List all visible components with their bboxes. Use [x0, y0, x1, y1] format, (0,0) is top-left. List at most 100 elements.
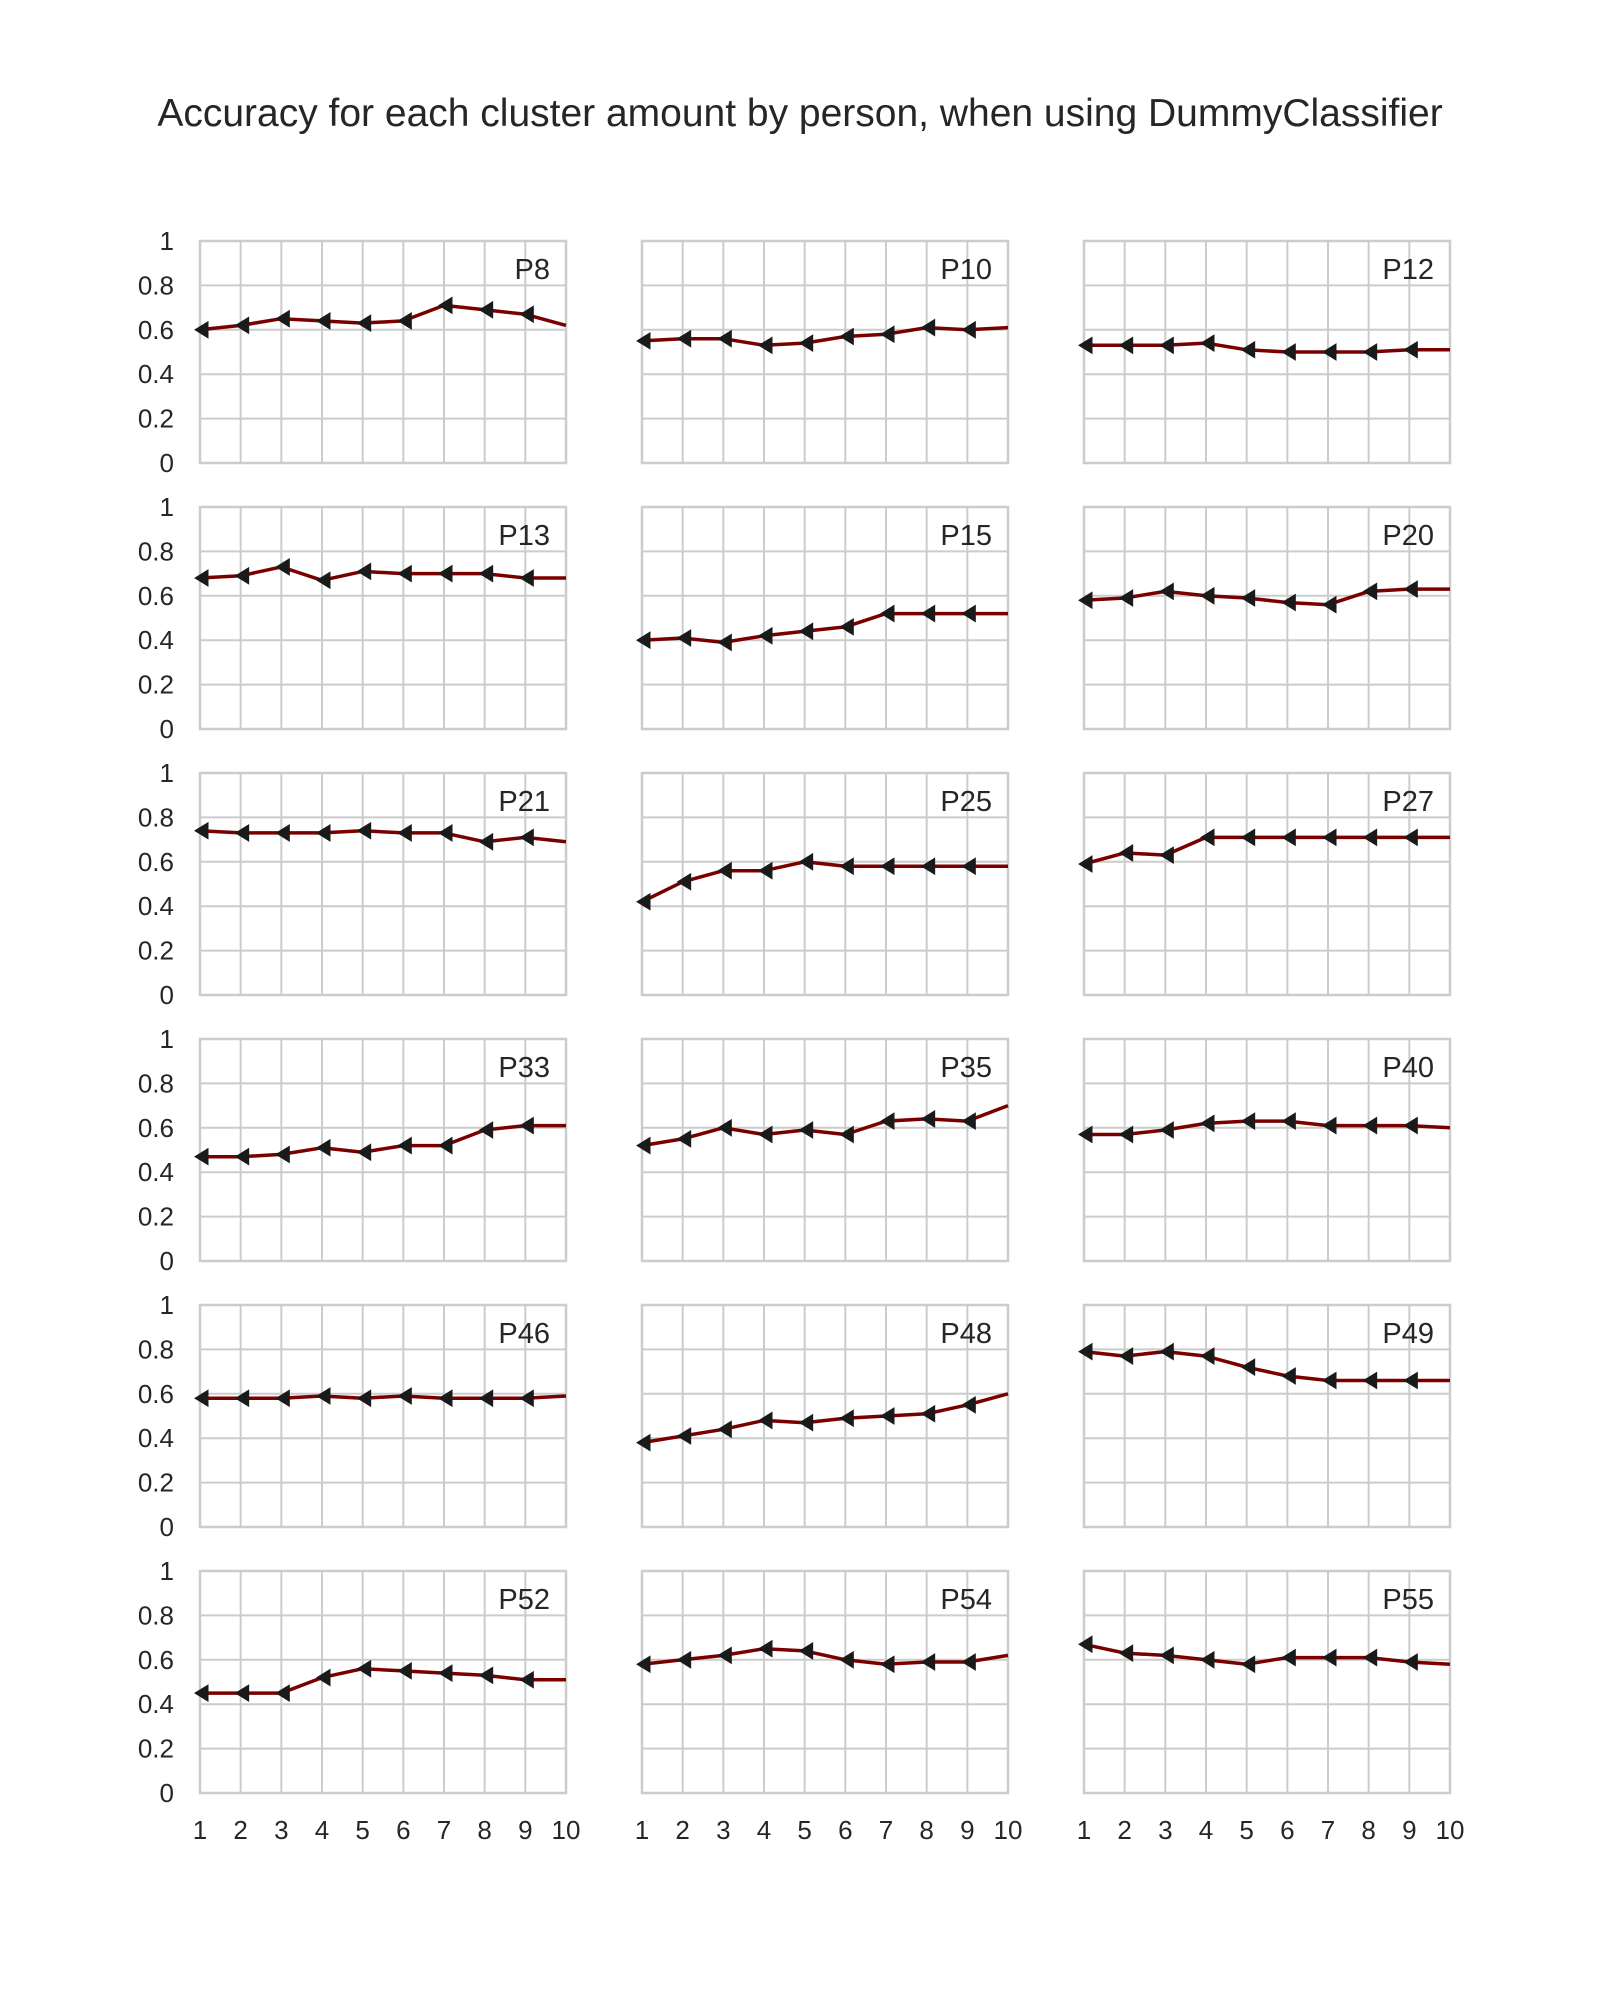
data-point-marker	[676, 329, 692, 348]
data-point-marker	[1240, 828, 1256, 847]
data-point-marker	[1240, 1655, 1256, 1674]
panel-label: P35	[940, 1052, 992, 1084]
subplot-p49: P49	[1078, 1303, 1452, 1529]
x-tick-label: 4	[1199, 1815, 1213, 1845]
data-point-marker	[397, 1136, 412, 1155]
data-point-marker	[519, 1670, 534, 1689]
y-tick-label: 0.6	[138, 581, 174, 611]
panel-label: P21	[498, 786, 550, 818]
y-tick-label: 0.4	[138, 359, 174, 389]
y-tick-label: 1	[160, 1556, 174, 1586]
plot-frame	[640, 1569, 1010, 1795]
data-point-marker	[519, 828, 534, 847]
plot-frame	[1082, 505, 1452, 731]
x-tick-label: 2	[1117, 1815, 1131, 1845]
data-point-marker	[438, 296, 453, 315]
plot-frame	[1082, 771, 1452, 997]
data-point-marker	[1078, 1635, 1093, 1654]
data-point-marker	[1403, 340, 1418, 359]
panel-label: P48	[940, 1318, 992, 1350]
y-tick-label: 0.8	[138, 1600, 174, 1630]
x-tick-label: 8	[1361, 1815, 1375, 1845]
panel-label: P12	[1382, 254, 1434, 286]
panel-label: P27	[1382, 786, 1434, 818]
data-point-marker	[961, 604, 976, 623]
data-point-marker	[519, 569, 534, 587]
x-tick-label: 9	[960, 1815, 974, 1845]
data-point-marker	[961, 1653, 976, 1671]
plot-frame	[640, 505, 1010, 731]
data-point-marker	[839, 857, 854, 876]
data-point-marker	[676, 1130, 692, 1148]
series-line	[200, 1394, 567, 1400]
data-point-marker	[1118, 1125, 1134, 1144]
data-point-marker	[758, 626, 773, 645]
y-tick-label: 1	[160, 492, 174, 522]
data-point-marker	[1281, 343, 1296, 361]
subplot-p13: 0 0.2 0.4 0.6 0.8 1 P13	[138, 492, 568, 744]
data-point-marker	[1159, 336, 1174, 355]
y-tick-label: 0.2	[138, 1734, 174, 1764]
data-point-marker	[316, 1668, 331, 1687]
x-tick-label: 3	[1158, 1815, 1172, 1845]
plot-frame	[640, 1303, 1010, 1529]
x-tick-label: 6	[1280, 1815, 1294, 1845]
data-point-marker	[717, 1646, 732, 1665]
series-line	[641, 860, 1008, 904]
series-line	[1083, 1642, 1451, 1666]
data-point-marker	[356, 1143, 372, 1162]
plot-frame	[198, 239, 568, 465]
data-point-marker	[839, 1125, 854, 1144]
data-point-marker	[1322, 1371, 1337, 1390]
data-point-marker	[636, 892, 651, 911]
data-point-marker	[839, 617, 854, 636]
series-line	[641, 611, 1008, 645]
series-line	[199, 303, 567, 332]
data-point-marker	[194, 1147, 209, 1166]
data-point-marker	[1240, 1112, 1256, 1131]
series-line	[1083, 1349, 1450, 1383]
data-point-marker	[194, 1389, 209, 1408]
data-point-marker	[880, 1655, 895, 1674]
panel-label: P49	[1382, 1318, 1434, 1350]
y-tick-label: 0.6	[138, 847, 174, 877]
data-point-marker	[1362, 343, 1378, 361]
data-point-marker	[275, 824, 290, 842]
plot-frame	[1082, 1303, 1452, 1529]
data-point-marker	[438, 1389, 453, 1408]
y-tick-label: 0	[160, 1246, 174, 1276]
y-tick-label: 1	[160, 226, 174, 256]
y-tick-label: 0.8	[138, 536, 174, 566]
data-point-marker	[798, 334, 814, 353]
series-line	[1084, 341, 1450, 354]
data-point-marker	[880, 1112, 895, 1131]
data-point-marker	[1281, 1367, 1296, 1385]
data-point-marker	[758, 861, 773, 880]
plot-frame	[640, 1037, 1010, 1263]
plot-frame	[1082, 1569, 1452, 1795]
panel-label: P54	[940, 1584, 992, 1616]
data-point-marker	[961, 857, 976, 876]
data-point-marker	[961, 1112, 976, 1131]
data-point-marker	[1159, 1342, 1174, 1361]
x-tick-label: 9	[1402, 1815, 1416, 1845]
data-point-marker	[356, 821, 372, 840]
data-point-marker	[234, 824, 250, 842]
data-point-marker	[1240, 589, 1256, 607]
data-point-marker	[397, 564, 412, 583]
data-point-marker	[1322, 1648, 1337, 1667]
y-tick-label: 0.2	[138, 936, 174, 966]
data-point-marker	[758, 336, 773, 355]
panel-label: P52	[498, 1584, 550, 1616]
data-point-marker	[1118, 1644, 1134, 1663]
data-point-marker	[1078, 591, 1093, 610]
x-tick-label: 7	[879, 1815, 893, 1845]
data-point-marker	[1240, 340, 1256, 359]
plot-frame	[198, 771, 568, 997]
data-point-marker	[798, 1642, 814, 1660]
plot-frame	[1082, 239, 1452, 465]
subplot-p27: P27	[1078, 771, 1452, 997]
subplot-p12: P12	[1078, 239, 1452, 465]
data-point-marker	[961, 1396, 976, 1414]
